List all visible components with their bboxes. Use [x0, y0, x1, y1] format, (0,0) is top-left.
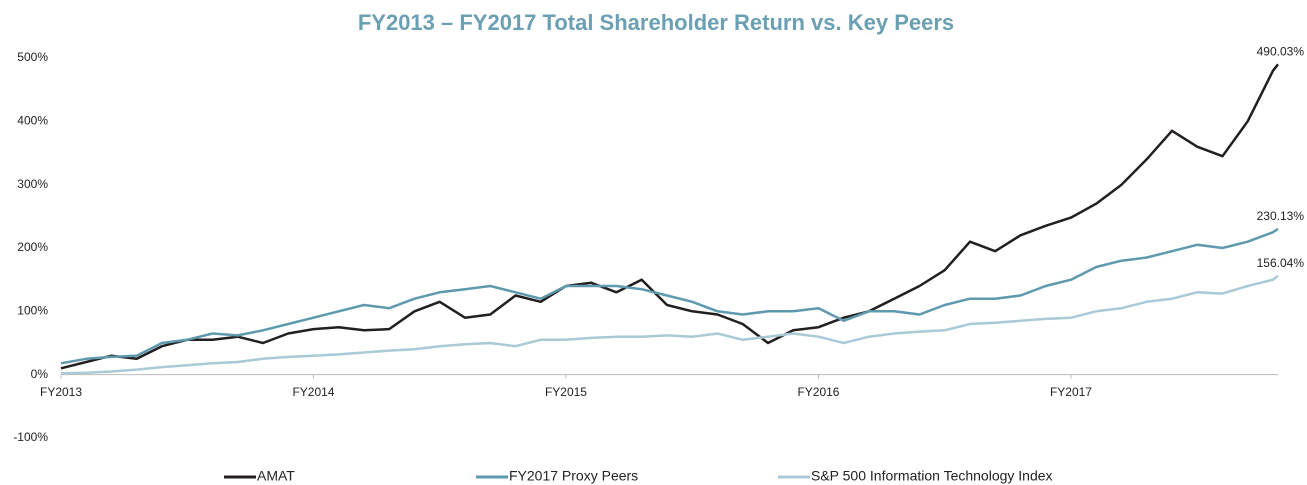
series-line: [60, 227, 1279, 365]
end-label: 490.03%: [1257, 44, 1305, 58]
x-tick-label: FY2017: [1050, 385, 1092, 399]
legend-label: S&P 500 Information Technology Index: [811, 468, 1053, 484]
x-tick-label: FY2014: [292, 385, 334, 399]
x-tick-label: FY2015: [545, 385, 587, 399]
chart-title: FY2013 – FY2017 Total Shareholder Return…: [358, 10, 954, 35]
x-tick-label: FY2016: [797, 385, 839, 399]
y-tick-label: 300%: [17, 177, 48, 191]
y-tick-label: 400%: [17, 114, 48, 128]
legend-label: FY2017 Proxy Peers: [509, 468, 638, 484]
end-label: 230.13%: [1257, 209, 1305, 223]
x-tick-label: FY2013: [40, 385, 82, 399]
end-label: 156.04%: [1257, 256, 1305, 270]
y-tick-label: -100%: [13, 430, 48, 444]
series-line: [60, 63, 1279, 370]
y-tick-label: 200%: [17, 240, 48, 254]
y-tick-label: 500%: [17, 50, 48, 64]
series-line: [60, 274, 1279, 375]
y-tick-label: 100%: [17, 304, 48, 318]
y-tick-label: 0%: [31, 367, 49, 381]
legend-label: AMAT: [257, 468, 295, 484]
